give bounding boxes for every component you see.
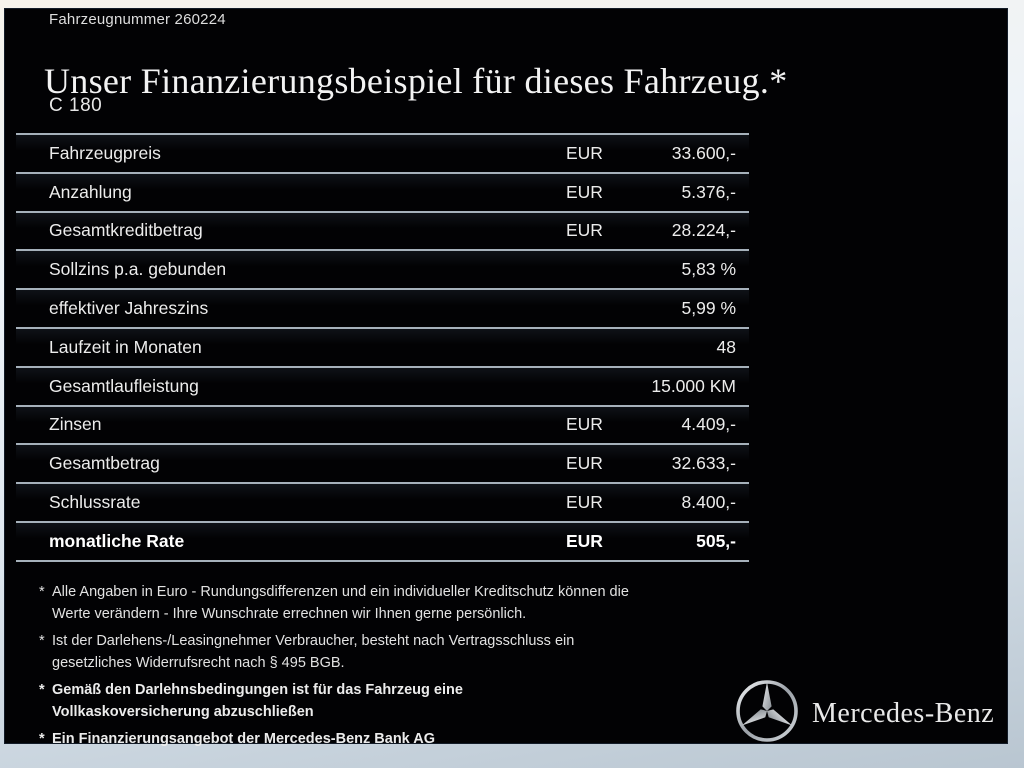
row-value: 28.224,- (671, 220, 736, 241)
footnote-text: Ist der Darlehens-/Leasingnehmer Verbrau… (52, 633, 575, 671)
mercedes-star-icon (734, 678, 800, 749)
row-label: Zinsen (49, 414, 102, 435)
table-row: Fahrzeugpreis EUR 33.600,- (16, 135, 749, 174)
row-label: Gesamtbetrag (49, 453, 160, 474)
row-label: Sollzins p.a. gebunden (49, 259, 227, 280)
footnote-text: Alle Angaben in Euro - Rundungsdifferenz… (52, 584, 629, 622)
footnote-text: Ein Finanzierungsangebot der Mercedes-Be… (52, 731, 435, 747)
footnote-marker: * (39, 584, 45, 600)
row-value: 505,- (696, 530, 736, 551)
vehicle-number: Fahrzeugnummer 260224 (49, 11, 226, 28)
row-label: Schlussrate (49, 492, 141, 513)
row-currency: EUR (566, 492, 603, 513)
table-row: Anzahlung EUR 5.376,- (16, 173, 749, 213)
footnote-marker: * (39, 633, 45, 649)
row-value: 15.000 KM (651, 375, 736, 396)
row-label: Gesamtkreditbetrag (49, 220, 203, 241)
row-value: 32.633,- (671, 453, 736, 474)
page-title: Unser Finanzierungsbeispiel für dieses F… (44, 61, 788, 102)
table-row: Gesamtbetrag EUR 32.633,- (16, 445, 749, 485)
row-value: 4.409,- (681, 414, 736, 435)
row-value: 5,83 % (681, 259, 736, 280)
table-row: monatliche Rate EUR 505,- (16, 522, 749, 562)
table-row: Zinsen EUR 4.409,- (16, 406, 749, 446)
footnote: * Alle Angaben in Euro - Rundungsdifferen… (39, 582, 751, 625)
financing-table: Fahrzeugpreis EUR 33.600,- Anzahlung EUR 5.37… (16, 133, 749, 562)
row-label: monatliche Rate (49, 530, 185, 551)
row-value: 5.376,- (681, 181, 736, 202)
row-value: 48 (716, 336, 736, 357)
row-currency: EUR (566, 414, 603, 435)
footnotes: * Alle Angaben in Euro - Rundungsdifferen… (39, 582, 751, 757)
footnote-marker: * (39, 731, 45, 747)
content-panel: Fahrzeugnummer 260224 Unser Finanzierung… (4, 8, 1008, 747)
brand-wordmark: Mercedes-Benz (812, 697, 995, 729)
row-value: 33.600,- (671, 142, 736, 163)
vehicle-model: C 180 (49, 95, 103, 116)
row-value: 8.400,- (681, 492, 736, 513)
row-label: Gesamtlaufleistung (49, 375, 199, 396)
table-row: Sollzins p.a. gebunden 5,83 % (16, 251, 749, 291)
table-row: Laufzeit in Monaten 48 (16, 328, 749, 368)
row-currency: EUR (566, 181, 603, 202)
row-value: 5,99 % (681, 298, 736, 319)
footnote: * Ist der Darlehens-/Leasingnehmer Verbra… (39, 631, 751, 674)
row-currency: EUR (566, 453, 603, 474)
row-currency: EUR (566, 142, 603, 163)
row-currency: EUR (566, 220, 603, 241)
row-label: Laufzeit in Monaten (49, 336, 202, 357)
table-row: Gesamtkreditbetrag EUR 28.224,- (16, 212, 749, 252)
footnote: * Ein Finanzierungsangebot der Mercedes-B… (39, 729, 751, 751)
row-label: Anzahlung (49, 181, 132, 202)
row-currency: EUR (566, 530, 603, 551)
brand-block: Mercedes-Benz (734, 678, 994, 749)
table-row: Schlussrate EUR 8.400,- (16, 484, 749, 523)
footnote-text: Gemäß den Darlehnsbedingungen ist für da… (52, 682, 463, 720)
row-label: effektiver Jahreszins (49, 298, 209, 319)
table-row: Gesamtlaufleistung 15.000 KM (16, 367, 749, 407)
footnote-marker: * (39, 682, 45, 698)
row-label: Fahrzeugpreis (49, 142, 161, 163)
table-row: effektiver Jahreszins 5,99 % (16, 290, 749, 329)
footnote: * Gemäß den Darlehnsbedingungen ist für d… (39, 680, 751, 723)
